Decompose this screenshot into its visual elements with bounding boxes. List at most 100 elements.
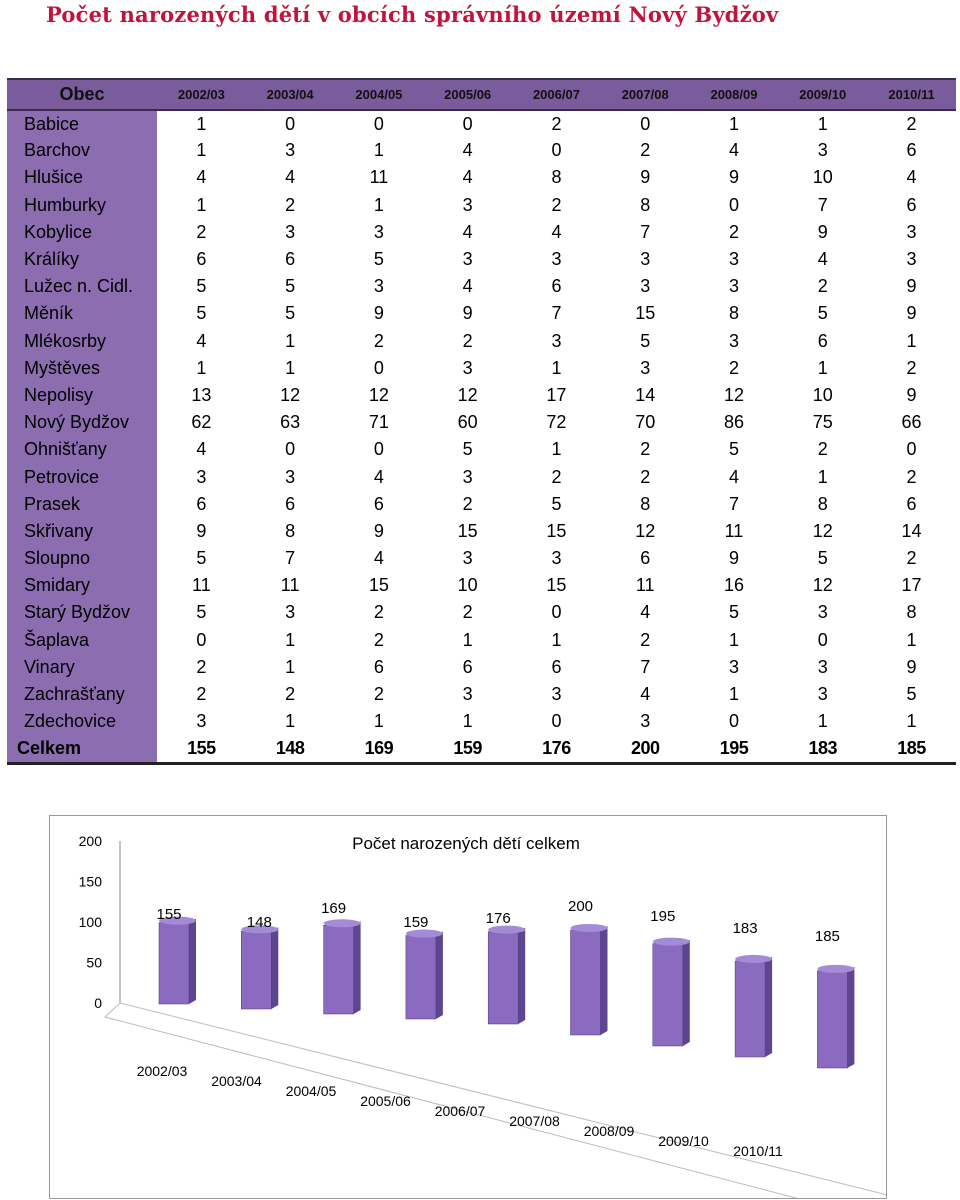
table-row: Nepolisy 13 12 12 12 17 14 12 10 9 [7, 381, 956, 410]
table-cell: 0 [196, 629, 207, 650]
table-cell: 9 [906, 276, 917, 297]
table-cell: 4 [373, 548, 384, 569]
total-cell: 148 [245, 735, 335, 765]
column-header-year: 2006/07 [512, 78, 601, 111]
table-cell: 1 [728, 629, 739, 650]
table-cell: 2 [373, 602, 384, 623]
table-cell: 6 [373, 493, 384, 514]
table-cell: 15 [546, 575, 567, 596]
column-header-year: 2002/03 [157, 78, 246, 111]
table-cell: 3 [373, 276, 384, 297]
table-cell: 4 [196, 330, 207, 351]
table-cell: 1 [196, 140, 207, 161]
table-cell: 15 [368, 575, 389, 596]
table-cell: 2 [373, 629, 384, 650]
table-cell: 3 [640, 249, 651, 270]
table-cell: 70 [635, 412, 656, 433]
table-cell: 1 [551, 439, 562, 460]
table-cell: 0 [285, 439, 296, 460]
table-cell: 71 [368, 412, 389, 433]
table-cell: 7 [285, 548, 296, 569]
total-cell: 155 [157, 735, 246, 765]
municipality-name: Šaplava [7, 626, 157, 654]
chart-bars: 155 2002/03 148 2003/04 169 2004/05 159 2005/06… [137, 898, 855, 1159]
table-cell: 0 [373, 357, 384, 378]
table-cell: 6 [551, 276, 562, 297]
chart-bar [158, 916, 196, 1005]
total-cell: 159 [423, 735, 513, 765]
table-cell: 2 [728, 221, 739, 242]
table-cell: 0 [728, 194, 739, 215]
table-cell: 12 [812, 575, 833, 596]
table-cell: 0 [373, 113, 384, 134]
total-cell: 195 [689, 735, 779, 765]
x-tick-label: 2007/08 [509, 1113, 560, 1129]
table-row: Prasek 6 6 6 2 5 8 7 8 6 [7, 490, 956, 518]
table-cell: 7 [551, 303, 562, 324]
births-table: Obec 2002/03 2003/04 2004/05 2005/06 2006/07… [7, 78, 956, 765]
table-cell: 4 [640, 684, 651, 705]
table-cell: 11 [369, 167, 389, 188]
bar-value-label: 195 [650, 908, 675, 925]
municipality-name: Hlušice [7, 164, 157, 192]
table-cell: 5 [462, 439, 473, 460]
table-cell: 1 [285, 629, 296, 650]
table-cell: 3 [728, 656, 739, 677]
table-cell: 1 [906, 330, 917, 351]
table-cell: 2 [551, 113, 562, 134]
table-row: Lužec n. Cidl. 5 5 3 4 6 3 3 2 9 [7, 273, 956, 301]
table-cell: 5 [906, 684, 917, 705]
table-cell: 2 [906, 466, 917, 487]
bar-value-label: 176 [486, 910, 511, 927]
table-cell: 2 [285, 194, 296, 215]
bar-value-label: 159 [403, 914, 428, 931]
municipality-name: Zdechovice [7, 708, 157, 736]
table-cell: 3 [640, 276, 651, 297]
table-cell: 1 [373, 711, 384, 732]
table-cell: 4 [462, 221, 473, 242]
table-cell: 7 [817, 194, 828, 215]
table-cell: 8 [640, 493, 651, 514]
table-cell: 4 [462, 167, 473, 188]
municipality-name: Skřivany [7, 517, 157, 545]
table-cell: 8 [817, 493, 828, 514]
table-cell: 1 [462, 711, 473, 732]
table-row: Mlékosrby 4 1 2 2 3 5 3 6 1 [7, 327, 956, 355]
total-cell: 200 [600, 735, 690, 765]
municipality-name: Nepolisy [7, 381, 157, 410]
table-cell: 3 [640, 711, 651, 732]
x-tick-label: 2002/03 [137, 1063, 188, 1079]
table-cell: 3 [462, 684, 473, 705]
table-cell: 4 [373, 466, 384, 487]
table-cell: 10 [812, 167, 833, 188]
table-row: Starý Bydžov 5 3 2 2 0 4 5 3 8 [7, 599, 956, 627]
table-cell: 66 [901, 412, 922, 433]
table-row: Skřivany 9 8 9 15 15 12 11 12 14 [7, 517, 956, 545]
bar-chart-svg: Počet narozených dětí celkem 0 50 100 150 20… [79, 833, 886, 1198]
chart-bar [734, 954, 773, 1058]
table-cell: 16 [723, 575, 744, 596]
table-cell: 2 [196, 221, 207, 242]
table-cell: 3 [728, 249, 739, 270]
table-cell: 7 [640, 221, 651, 242]
table-cell: 12 [368, 384, 389, 405]
table-cell: 0 [285, 113, 296, 134]
table-row: Měník 5 5 9 9 7 15 8 5 9 [7, 300, 956, 328]
table-cell: 86 [723, 412, 744, 433]
x-tick-label: 2005/06 [360, 1093, 411, 1109]
table-cell: 15 [635, 303, 656, 324]
table-cell: 1 [817, 113, 828, 134]
table-cell: 6 [640, 548, 651, 569]
chart-bar [487, 925, 526, 1025]
municipality-name: Ohnišťany [7, 436, 157, 464]
municipality-name: Babice [7, 110, 157, 138]
table-cell: 9 [728, 167, 739, 188]
table-cell: 3 [817, 684, 828, 705]
table-cell: 4 [640, 602, 651, 623]
table-cell: 3 [551, 684, 562, 705]
x-tick-label: 2003/04 [211, 1073, 262, 1089]
table-row: Petrovice 3 3 4 3 2 2 4 1 2 [7, 463, 956, 491]
table-row: Humburky 1 2 1 3 2 8 0 7 6 [7, 191, 956, 219]
table-row: Vinary 2 1 6 6 6 7 3 3 9 [7, 653, 956, 681]
column-header-year: 2008/09 [689, 78, 779, 111]
